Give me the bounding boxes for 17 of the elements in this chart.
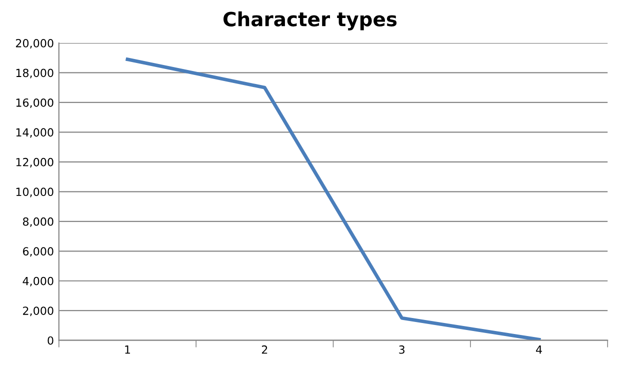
y-tick-label: 0	[48, 336, 54, 345]
x-tick-label: 1	[125, 346, 130, 354]
x-tick-label: 3	[399, 345, 404, 354]
y-tick-label: 8,000	[22, 217, 54, 227]
chart-title: Character types	[223, 11, 397, 30]
y-tick-label: 2,000	[23, 306, 54, 316]
y-tick-label: 18,000	[16, 68, 54, 78]
y-tick-label: 16,000	[16, 98, 54, 108]
y-tick-label: 20,000	[16, 38, 54, 49]
line-series	[126, 58, 541, 340]
y-tick-label: 10,000	[16, 188, 54, 198]
y-tick-label: 12,000	[16, 158, 54, 168]
x-tick-label: 2	[262, 345, 268, 354]
y-tick-label: 14,000	[16, 128, 54, 138]
y-tick-label: 4,000	[22, 276, 54, 286]
y-tick-label: 6,000	[23, 247, 54, 257]
x-tick-label: 4	[536, 346, 542, 354]
